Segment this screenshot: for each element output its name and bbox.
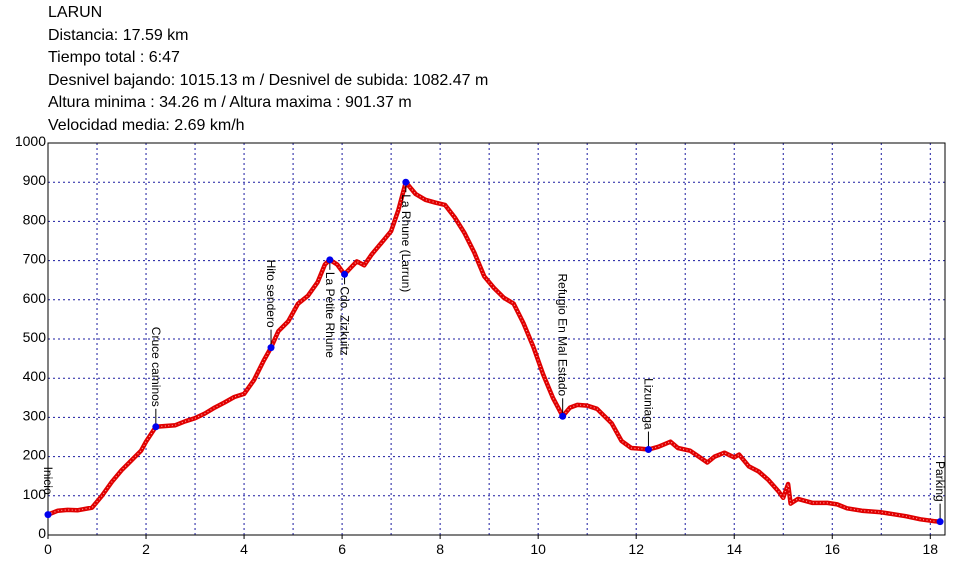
- waypoint-marker: [559, 412, 567, 420]
- average-speed-text: Velocidad media: 2.69 km/h: [48, 116, 245, 134]
- waypoint-la-petite-rhune: La Petite Rhune: [323, 256, 337, 358]
- y-axis: 0 100 200 300 400 500 600 700 800 900 1000: [15, 133, 46, 541]
- waypoint-marker: [936, 518, 944, 526]
- waypoint-cruce-caminos: Cruce caminos: [149, 327, 163, 431]
- y-tick-label: 1000: [15, 133, 46, 149]
- chart-grid: [48, 143, 945, 535]
- y-tick-label: 200: [23, 447, 47, 463]
- waypoint-label: Lizuniaga: [641, 378, 655, 430]
- elevation-line: [45, 179, 943, 524]
- y-tick-label: 0: [38, 525, 46, 541]
- y-tick-label: 800: [23, 211, 47, 227]
- waypoint-marker: [644, 446, 652, 454]
- track-title: LARUN: [48, 4, 103, 21]
- x-tick-label: 4: [240, 541, 248, 557]
- x-tick-label: 8: [436, 541, 444, 557]
- y-tick-label: 600: [23, 290, 47, 306]
- waypoint-marker: [152, 423, 160, 431]
- x-tick-label: 12: [628, 541, 644, 557]
- altitude-range-text: Altura minima : 34.26 m / Altura maxima …: [48, 94, 412, 111]
- x-axis: 0 2 4 6 8 10 12 14 16 18: [44, 535, 938, 557]
- y-tick-label: 100: [23, 486, 47, 502]
- x-tick-label: 0: [44, 541, 52, 557]
- waypoint-hito-sendero: Hito sendero: [264, 260, 278, 352]
- waypoint-lizuniaga: Lizuniaga: [641, 378, 655, 454]
- x-tick-label: 16: [824, 541, 840, 557]
- waypoint-label: Cdo. Zizkuitz: [338, 286, 352, 355]
- waypoint-label: Parking: [933, 461, 947, 502]
- total-time-text: Tiempo total : 6:47: [48, 49, 180, 66]
- waypoint-marker: [44, 511, 52, 519]
- waypoint-label: Hito sendero: [264, 260, 278, 328]
- elevation-gain-text: Desnivel bajando: 1015.13 m / Desnivel d…: [48, 71, 489, 89]
- x-tick-label: 10: [530, 541, 546, 557]
- waypoint-label: Refugio En Mal Estado: [556, 273, 570, 396]
- elevation-line-texture: [47, 180, 941, 523]
- waypoint-label: La Petite Rhune: [323, 272, 337, 358]
- y-tick-label: 300: [23, 407, 47, 423]
- y-tick-label: 400: [23, 368, 47, 384]
- x-tick-label: 18: [923, 541, 939, 557]
- waypoint-marker: [341, 270, 349, 278]
- waypoints: Inicio Cruce caminos Hito sendero La Petite…: [41, 178, 947, 526]
- y-tick-label: 500: [23, 329, 47, 345]
- waypoint-label: Inicio: [41, 467, 55, 495]
- x-tick-label: 2: [142, 541, 150, 557]
- y-tick-label: 700: [23, 251, 47, 267]
- waypoint-parking: Parking: [933, 461, 947, 526]
- waypoint-label: Cruce caminos: [149, 327, 163, 407]
- elevation-series: [45, 179, 943, 524]
- x-tick-label: 14: [726, 541, 742, 557]
- y-tick-label: 900: [23, 172, 47, 188]
- waypoint-marker: [267, 344, 275, 352]
- waypoint-marker: [326, 256, 334, 264]
- plot-frame: [47, 142, 946, 536]
- waypoint-label: La Rhune (Larrun): [399, 194, 413, 292]
- waypoint-cdo-zizkuitz: Cdo. Zizkuitz: [338, 270, 352, 356]
- waypoint-refugio-en-mal-estado: Refugio En Mal Estado: [556, 273, 570, 420]
- distance-text: Distancia: 17.59 km: [48, 26, 189, 44]
- x-tick-label: 6: [338, 541, 346, 557]
- waypoint-inicio: Inicio: [41, 467, 55, 519]
- waypoint-marker: [402, 178, 410, 186]
- header: LARUN Distancia: 17.59 km Tiempo total :…: [48, 2, 488, 137]
- waypoint-la-rhune-larrun: La Rhune (Larrun): [399, 178, 413, 292]
